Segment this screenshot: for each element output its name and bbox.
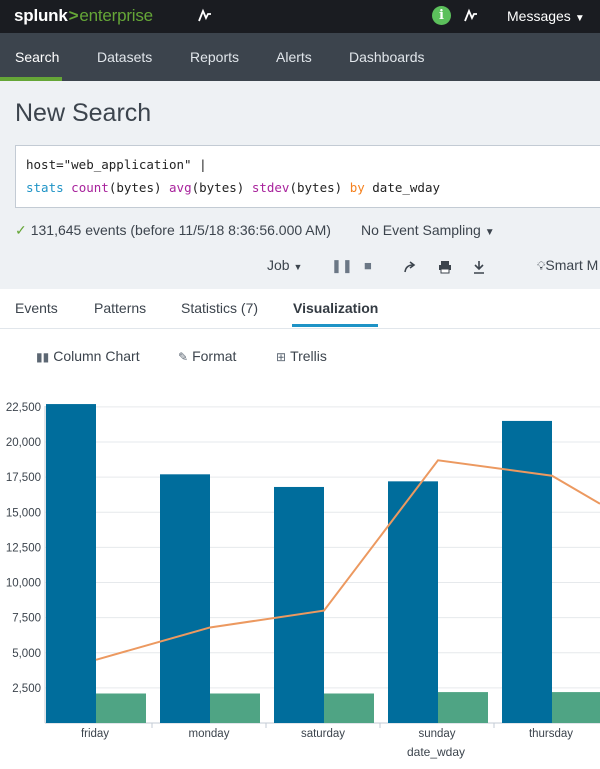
query-argument: (bytes)	[108, 180, 170, 195]
app-nav-bar: Search Datasets Reports Alerts Dashboard…	[0, 33, 600, 81]
lightbulb-icon: 💡︎	[537, 259, 546, 273]
query-function: stdev	[251, 180, 290, 195]
x-axis-title: date_wday	[407, 745, 465, 759]
avg-bar	[438, 692, 488, 723]
y-tick-label: 12,500	[6, 542, 41, 554]
info-icon[interactable]: i	[432, 6, 451, 25]
stop-icon[interactable]: ■	[364, 258, 372, 273]
format-button[interactable]: ✎ Format	[178, 348, 236, 364]
active-tab-indicator	[292, 324, 378, 327]
y-tick-label: 2,500	[12, 683, 41, 695]
format-label: Format	[192, 348, 237, 364]
trellis-button[interactable]: ⊞ Trellis	[276, 348, 327, 364]
query-command: stats	[26, 180, 64, 195]
nav-item-search[interactable]: Search	[15, 49, 60, 65]
nav-item-datasets[interactable]: Datasets	[97, 49, 153, 65]
search-status: ✓ 131,645 events (before 11/5/18 8:36:56.…	[15, 222, 331, 239]
grid-icon: ⊞	[276, 350, 287, 364]
job-label: Job	[267, 257, 290, 273]
search-panel: New Search host="web_application" | stat…	[0, 81, 600, 289]
query-argument: (bytes)	[289, 180, 350, 195]
y-tick-label: 20,000	[6, 437, 41, 449]
active-nav-indicator	[0, 77, 62, 81]
query-keyword: by	[349, 180, 365, 195]
job-menu[interactable]: Job ▼	[267, 257, 302, 273]
tab-visualization[interactable]: Visualization	[293, 300, 379, 316]
y-tick-label: 7,500	[12, 613, 41, 625]
avg-bar	[96, 693, 146, 723]
avg-bar	[324, 693, 374, 723]
event-count: 131,645 events (before 11/5/18 8:36:56.0…	[30, 222, 331, 238]
activity-icon[interactable]	[197, 8, 213, 24]
nav-item-alerts[interactable]: Alerts	[276, 49, 312, 65]
chevron-down-icon: ▼	[484, 227, 495, 238]
query-function: avg	[169, 180, 192, 195]
query-function: count	[71, 180, 109, 195]
pencil-icon: ✎	[178, 350, 189, 364]
count-bar	[160, 474, 210, 723]
share-icon[interactable]	[403, 260, 417, 274]
query-field: date_wday	[364, 180, 441, 195]
page-title: New Search	[15, 99, 152, 127]
y-tick-label: 15,000	[6, 507, 41, 519]
tab-events[interactable]: Events	[15, 300, 58, 316]
messages-label: Messages	[507, 8, 571, 24]
messages-menu[interactable]: Messages ▼	[507, 8, 585, 24]
query-argument: (bytes)	[191, 180, 252, 195]
y-tick-label: 22,500	[6, 402, 41, 414]
x-tick-label: sunday	[418, 728, 455, 740]
column-chart-icon: ▮▮	[36, 350, 50, 364]
search-query-input[interactable]: host="web_application" | stats count(byt…	[15, 145, 600, 208]
chevron-down-icon: ▼	[574, 13, 585, 24]
y-tick-label: 17,500	[6, 472, 41, 484]
tab-statistics[interactable]: Statistics (7)	[181, 300, 259, 316]
chevron-down-icon: ▼	[293, 262, 303, 272]
top-bar: splunk>enterprise i Messages ▼	[0, 0, 600, 33]
search-mode-menu[interactable]: 💡︎Smart M	[537, 257, 598, 274]
y-tick-label: 10,000	[6, 578, 41, 590]
count-bar	[388, 481, 438, 723]
tab-patterns[interactable]: Patterns	[94, 300, 147, 316]
result-tabs: Events Patterns Statistics (7) Visualiza…	[0, 289, 600, 329]
pause-icon[interactable]: ❚❚	[331, 258, 353, 273]
splunk-logo[interactable]: splunk>enterprise	[14, 6, 153, 26]
search-mode-label: Smart M	[545, 257, 599, 273]
chart-type-label: Column Chart	[53, 348, 140, 364]
chart-type-button[interactable]: ▮▮ Column Chart	[36, 348, 140, 364]
sampling-label: No Event Sampling	[361, 222, 481, 238]
column-chart: 2,500 5,000 7,500 10,000 12,500 15,000 17,500 2…	[6, 402, 600, 759]
nav-item-dashboards[interactable]: Dashboards	[349, 49, 425, 65]
check-icon: ✓	[15, 222, 27, 238]
print-icon[interactable]	[438, 260, 452, 274]
x-tick-label: thursday	[529, 728, 573, 740]
event-sampling-dropdown[interactable]: No Event Sampling ▼	[361, 222, 495, 238]
avg-bar	[552, 692, 600, 723]
count-bar	[502, 420, 552, 723]
y-tick-label: 5,000	[12, 648, 41, 660]
count-bar	[274, 486, 324, 723]
logo-brand: splunk	[14, 6, 68, 25]
query-line-1: host="web_application" |	[26, 157, 207, 172]
x-tick-label: friday	[81, 728, 109, 740]
query-line-2: stats count(bytes) avg(bytes) stdev(byte…	[26, 180, 440, 195]
count-bar	[46, 404, 96, 723]
activity-icon[interactable]	[463, 8, 479, 24]
nav-item-reports[interactable]: Reports	[190, 49, 240, 65]
stdev-line	[95, 459, 600, 661]
x-tick-label: saturday	[301, 728, 345, 740]
logo-separator: >	[68, 6, 79, 25]
avg-bar	[210, 693, 260, 723]
logo-product: enterprise	[79, 6, 153, 25]
export-icon[interactable]	[472, 260, 486, 274]
x-tick-label: monday	[189, 728, 230, 740]
trellis-label: Trellis	[290, 348, 327, 364]
